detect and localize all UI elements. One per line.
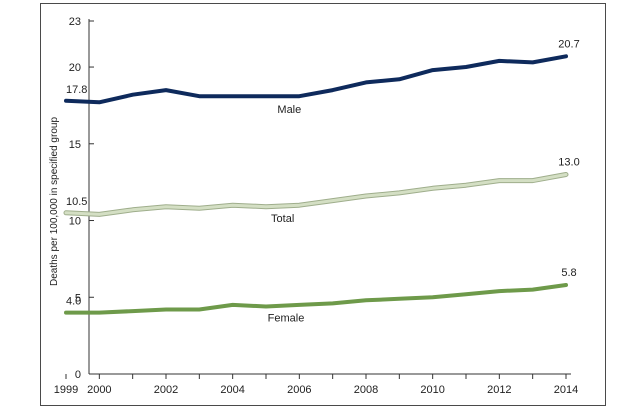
series-line-female [64, 283, 568, 315]
x-tick-label: 2008 [354, 384, 378, 396]
chart-frame: 0 5 10 15 20 23 1999 2000 2002 2004 2006 2008 2010 20… [40, 3, 606, 406]
data-label-end-total: 13.0 [558, 156, 579, 168]
x-tick-label: 2006 [287, 384, 311, 396]
data-label-end-male: 20.7 [558, 38, 579, 50]
x-tick-label: 2014 [554, 384, 578, 396]
x-tick-label: 2010 [420, 384, 444, 396]
y-tick-label: 20 [69, 62, 81, 74]
y-tick-label: 5 [75, 292, 81, 304]
series-line-male [64, 54, 568, 105]
series-layer [63, 54, 569, 315]
series-label-male: Male [277, 104, 301, 116]
series-label-total: Total [271, 213, 294, 225]
series-label-female: Female [268, 313, 305, 325]
y-tick-label: 10 [69, 216, 81, 228]
x-tick-label: 2004 [220, 384, 244, 396]
data-label-start-male: 17.8 [66, 84, 87, 96]
axes: 0 5 10 15 20 23 1999 2000 2002 2004 2006 2008 2010 20… [49, 16, 578, 396]
y-tick-label: 15 [69, 139, 81, 151]
data-label-start-total: 10.5 [66, 196, 87, 208]
x-tick-label: 2012 [487, 384, 511, 396]
data-label-end-female: 5.8 [561, 267, 576, 279]
line-chart: 0 5 10 15 20 23 1999 2000 2002 2004 2006 2008 2010 20… [49, 16, 580, 396]
x-tick-label: 2000 [87, 384, 111, 396]
x-tick-label: 2002 [154, 384, 178, 396]
y-axis-title: Deaths per 100,000 in specified group [49, 117, 60, 286]
data-label-start-female: 4.0 [66, 296, 81, 308]
y-tick-label: 0 [75, 369, 81, 381]
series-line-total [64, 173, 568, 216]
y-tick-label: 23 [69, 16, 81, 28]
labels-layer: 17.8 20.7 10.5 13.0 4.0 5.8 Male Total Female [66, 38, 580, 324]
x-tick-label: 1999 [54, 384, 78, 396]
